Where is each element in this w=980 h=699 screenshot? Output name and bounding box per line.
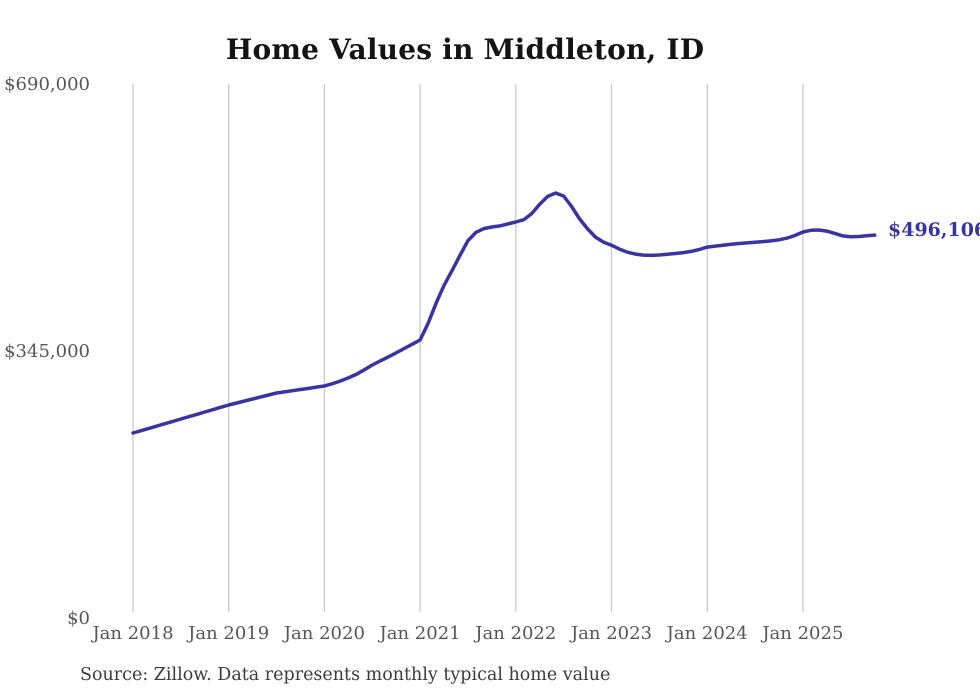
source-note: Source: Zillow. Data represents monthly … [80,665,611,685]
home-value-line [131,191,877,435]
chart-title: Home Values in Middleton, ID [225,33,705,66]
latest-value-label: $496,106 [888,219,980,241]
x-tick-label: Jan 2023 [570,623,653,644]
x-tick-label: Jan 2025 [762,623,844,644]
x-tick-label: Jan 2019 [188,623,270,644]
x-tick-label: Jan 2018 [92,623,174,644]
x-tick-label: Jan 2021 [379,623,461,644]
y-tick-label: $345,000 [4,341,90,362]
x-tick-label: Jan 2020 [283,623,365,644]
x-tick-label: Jan 2022 [475,623,557,644]
y-tick-label: $690,000 [4,74,90,95]
x-tick-label: Jan 2024 [666,623,748,644]
y-tick-label: $0 [67,608,90,629]
vertical-gridlines [132,84,804,612]
